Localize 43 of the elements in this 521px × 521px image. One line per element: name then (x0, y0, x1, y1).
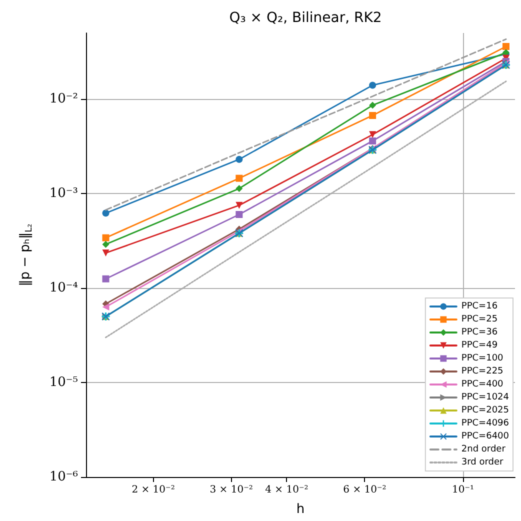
point (369, 112, 376, 119)
legend-label: PPC=2025 (461, 406, 510, 416)
point (102, 240, 110, 248)
point (369, 137, 376, 144)
legend-label: PPC=225 (461, 366, 504, 376)
legend-label: PPC=36 (461, 328, 498, 338)
point (102, 210, 110, 217)
legend-label: PPC=1024 (461, 392, 510, 402)
legend-label: PPC=4096 (461, 418, 510, 428)
point (236, 156, 243, 163)
legend-label: PPC=400 (461, 380, 504, 390)
legend-label: PPC=25 (461, 314, 498, 324)
point (236, 185, 243, 192)
x-tick-label: 4 × 10⁻² (265, 484, 308, 496)
x-tick-label: 2 × 10⁻² (132, 484, 175, 496)
point (102, 234, 110, 242)
point (236, 174, 243, 182)
point (502, 42, 510, 50)
point (369, 102, 376, 109)
point (236, 202, 243, 209)
legend-label: PPC=49 (461, 340, 498, 350)
legend-label: PPC=16 (461, 302, 498, 312)
point (369, 82, 376, 89)
point (102, 275, 110, 282)
point (236, 210, 243, 218)
x-tick-label: 6 × 10⁻² (343, 484, 386, 496)
x-tick-label: 3 × 10⁻² (210, 484, 253, 496)
x-tick-label: 10⁻¹ (452, 484, 474, 496)
y-tick-label: 10⁻² (49, 92, 78, 107)
y-tick-label: 10⁻⁶ (49, 470, 78, 484)
legend-label: 2nd order (461, 444, 506, 454)
point (102, 249, 110, 256)
legend-label: PPC=6400 (461, 432, 510, 442)
y-tick-label: 10⁻⁴ (49, 280, 78, 296)
y-axis-title: ‖p − pₕ‖L₂ (18, 223, 34, 286)
point (369, 131, 376, 138)
chart-title: Q₃ × Q₂, Bilinear, RK2 (229, 10, 382, 26)
legend-label: PPC=100 (461, 354, 504, 364)
y-tick-label: 10⁻⁵ (49, 375, 78, 390)
point (102, 303, 110, 310)
y-tick-label: 10⁻³ (49, 186, 78, 202)
x-axis-title: h (296, 502, 305, 517)
legend-label: 3rd order (461, 458, 504, 468)
